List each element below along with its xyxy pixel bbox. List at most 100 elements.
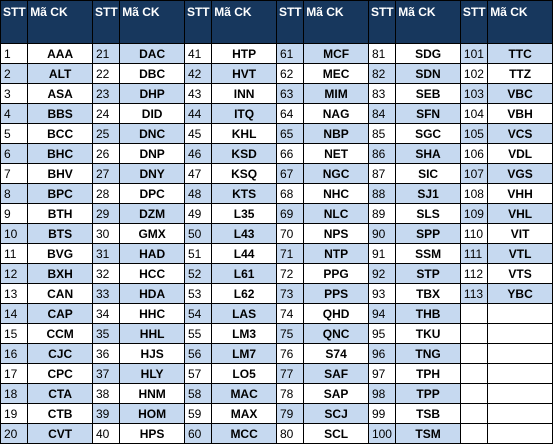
- stt-cell: 23: [91, 83, 121, 104]
- code-cell: KSD: [211, 143, 277, 164]
- table-row: 6 BHC 26 DNP 46 KSD 66 NET 86 SHA 106 VDL: [0, 143, 553, 164]
- code-cell: NAG: [303, 103, 369, 124]
- code-cell: KHL: [211, 123, 277, 144]
- stt-cell: 99: [367, 403, 397, 424]
- stt-cell: 81: [367, 43, 397, 64]
- stt-cell: 96: [367, 343, 397, 364]
- stt-cell: 88: [367, 183, 397, 204]
- stt-cell: 69: [275, 203, 305, 224]
- stt-cell: 68: [275, 183, 305, 204]
- code-cell: DNY: [119, 163, 185, 184]
- code-cell: SJ1: [395, 183, 461, 204]
- stt-cell: 38: [91, 383, 121, 404]
- stt-cell: 104: [459, 103, 489, 124]
- stt-cell: 91: [367, 243, 397, 264]
- stt-cell: 75: [275, 323, 305, 344]
- stt-cell: 95: [367, 323, 397, 344]
- code-cell: VGS: [487, 163, 553, 184]
- stt-cell: 82: [367, 63, 397, 84]
- code-cell: KSQ: [211, 163, 277, 184]
- code-cell: HNM: [119, 383, 185, 404]
- code-cell: VDL: [487, 143, 553, 164]
- table-row: 10 BTS 30 GMX 50 L43 70 NPS 90 SPP 110 VIT: [0, 223, 553, 244]
- stt-cell: 30: [91, 223, 121, 244]
- code-cell: BHC: [27, 143, 93, 164]
- stt-cell: 26: [91, 143, 121, 164]
- code-cell: VHH: [487, 183, 553, 204]
- stt-cell: 14: [0, 303, 29, 324]
- empty-cell: [487, 383, 553, 404]
- code-cell: STP: [395, 263, 461, 284]
- stt-cell: 79: [275, 403, 305, 424]
- stt-cell: 24: [91, 103, 121, 124]
- code-cell: NLC: [303, 203, 369, 224]
- stt-cell: 62: [275, 63, 305, 84]
- stt-cell: 72: [275, 263, 305, 284]
- stt-cell: 83: [367, 83, 397, 104]
- empty-cell: [459, 343, 489, 364]
- empty-cell: [487, 303, 553, 324]
- code-cell: SCJ: [303, 403, 369, 424]
- code-cell: L62: [211, 283, 277, 304]
- code-cell: CTB: [27, 403, 93, 424]
- stt-cell: 86: [367, 143, 397, 164]
- code-cell: NET: [303, 143, 369, 164]
- table-row: 12 BXH 32 HCC 52 L61 72 PPG 92 STP 112 VTS: [0, 263, 553, 284]
- stt-cell: 21: [91, 43, 121, 64]
- stt-cell: 59: [183, 403, 213, 424]
- code-cell: BVG: [27, 243, 93, 264]
- stt-cell: 93: [367, 283, 397, 304]
- table-row: 7 BHV 27 DNY 47 KSQ 67 NGC 87 SIC 107 VGS: [0, 163, 553, 184]
- header-cell: STT: [183, 0, 213, 44]
- code-cell: CCM: [27, 323, 93, 344]
- stt-cell: 105: [459, 123, 489, 144]
- code-cell: INN: [211, 83, 277, 104]
- empty-cell: [459, 303, 489, 324]
- code-cell: CVT: [27, 423, 93, 444]
- stt-cell: 77: [275, 363, 305, 384]
- code-cell: HAD: [119, 243, 185, 264]
- stt-cell: 100: [367, 423, 397, 444]
- code-cell: ASA: [27, 83, 93, 104]
- stt-cell: 87: [367, 163, 397, 184]
- header-cell: Mã CK: [303, 0, 369, 44]
- stt-cell: 2: [0, 63, 29, 84]
- stt-cell: 65: [275, 123, 305, 144]
- stt-cell: 12: [0, 263, 29, 284]
- stt-cell: 20: [0, 423, 29, 444]
- stt-cell: 90: [367, 223, 397, 244]
- code-cell: MCC: [211, 423, 277, 444]
- stt-cell: 94: [367, 303, 397, 324]
- stt-cell: 39: [91, 403, 121, 424]
- table-row: 5 BCC 25 DNC 45 KHL 65 NBP 85 SGC 105 VCS: [0, 123, 553, 144]
- code-cell: HOM: [119, 403, 185, 424]
- stt-cell: 1: [0, 43, 29, 64]
- code-cell: HHC: [119, 303, 185, 324]
- stt-cell: 46: [183, 143, 213, 164]
- code-cell: SCL: [303, 423, 369, 444]
- stt-cell: 34: [91, 303, 121, 324]
- code-cell: ITQ: [211, 103, 277, 124]
- table-row: 9 BTH 29 DZM 49 L35 69 NLC 89 SLS 109 VHL: [0, 203, 553, 224]
- code-cell: HPS: [119, 423, 185, 444]
- code-cell: MEC: [303, 63, 369, 84]
- code-cell: BTH: [27, 203, 93, 224]
- code-cell: THB: [395, 303, 461, 324]
- code-cell: LM3: [211, 323, 277, 344]
- table-row: 13 CAN 33 HDA 53 L62 73 PPS 93 TBX 113 YBC: [0, 283, 553, 304]
- stt-cell: 111: [459, 243, 489, 264]
- code-cell: VTS: [487, 263, 553, 284]
- stt-cell: 42: [183, 63, 213, 84]
- stt-cell: 84: [367, 103, 397, 124]
- code-cell: TBX: [395, 283, 461, 304]
- stt-cell: 109: [459, 203, 489, 224]
- code-cell: TTZ: [487, 63, 553, 84]
- stt-cell: 52: [183, 263, 213, 284]
- stt-cell: 8: [0, 183, 29, 204]
- code-cell: TSM: [395, 423, 461, 444]
- code-cell: DBC: [119, 63, 185, 84]
- code-cell: SEB: [395, 83, 461, 104]
- empty-cell: [459, 403, 489, 424]
- stt-cell: 61: [275, 43, 305, 64]
- stt-cell: 107: [459, 163, 489, 184]
